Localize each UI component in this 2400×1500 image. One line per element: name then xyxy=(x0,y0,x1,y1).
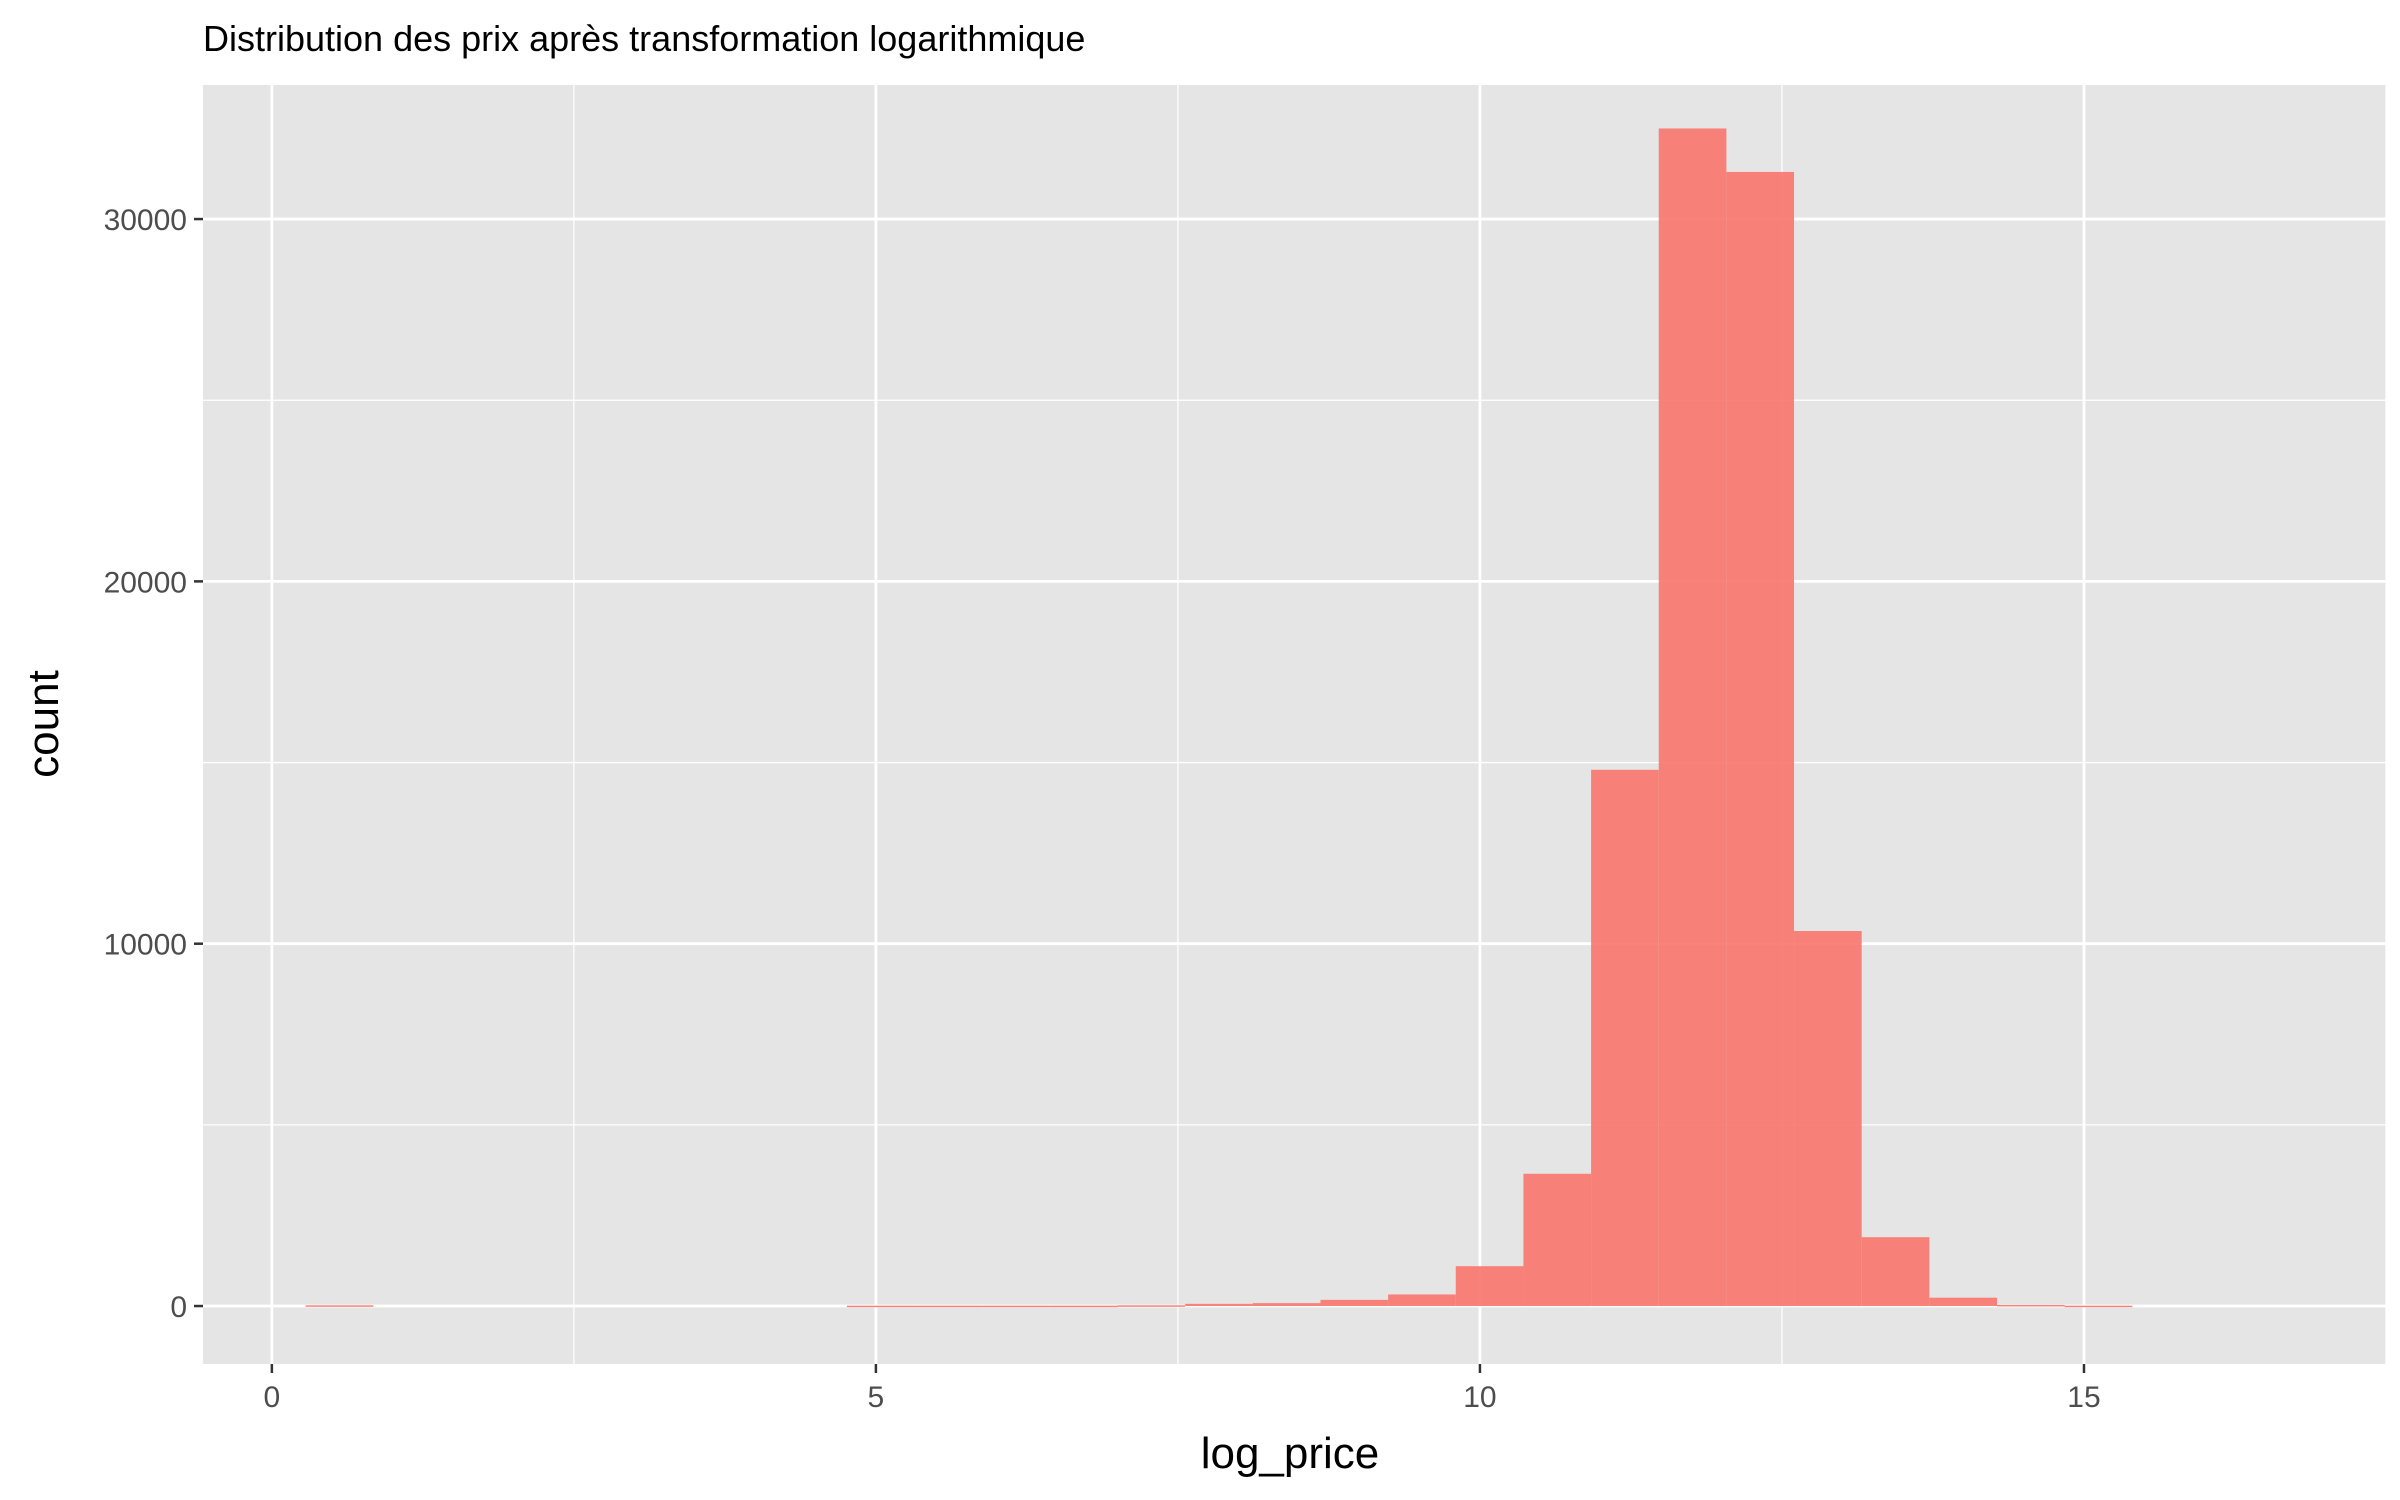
histogram-bar xyxy=(1794,931,1862,1307)
histogram-bar xyxy=(1726,171,1795,1307)
histogram-bar xyxy=(305,1305,374,1307)
histogram-bar xyxy=(1049,1305,1118,1308)
x-axis-title: log_price xyxy=(1201,1429,1380,1478)
chart-title: Distribution des prix après transformati… xyxy=(203,18,1085,59)
histogram-bar xyxy=(1320,1299,1389,1307)
histogram-bar xyxy=(2064,1305,2133,1308)
y-tick-label: 10000 xyxy=(104,929,187,962)
histogram-bar xyxy=(846,1305,915,1308)
histogram-bar xyxy=(914,1305,983,1308)
y-tick-label: 30000 xyxy=(104,204,187,237)
histogram-bar xyxy=(1658,128,1727,1307)
x-tick-label: 5 xyxy=(868,1381,885,1414)
histogram-bar xyxy=(1252,1303,1321,1307)
x-tick-label: 10 xyxy=(1463,1381,1496,1414)
histogram-bar xyxy=(1996,1304,2065,1307)
x-tick-label: 15 xyxy=(2067,1381,2100,1414)
histogram-bar xyxy=(1185,1303,1253,1307)
y-axis: 0 10000 20000 30000 xyxy=(104,204,203,1324)
histogram-bar xyxy=(1388,1294,1456,1307)
histogram-bar xyxy=(1861,1237,1930,1307)
plot-panel xyxy=(203,85,2386,1364)
histogram-bar xyxy=(1929,1297,1997,1307)
x-tick-label: 0 xyxy=(264,1381,281,1414)
y-axis-title: count xyxy=(19,670,68,778)
histogram-bar xyxy=(982,1305,1050,1308)
histogram-bars xyxy=(305,128,2133,1308)
y-tick-label: 0 xyxy=(170,1291,187,1324)
major-gridlines xyxy=(203,85,2386,1364)
y-tick-label: 20000 xyxy=(104,566,187,599)
histogram-bar xyxy=(1455,1266,1524,1307)
histogram-bar xyxy=(1591,769,1659,1307)
histogram-bar xyxy=(1523,1173,1592,1307)
x-axis: 0 5 10 15 xyxy=(264,1364,2101,1414)
histogram-bar xyxy=(1117,1305,1186,1307)
